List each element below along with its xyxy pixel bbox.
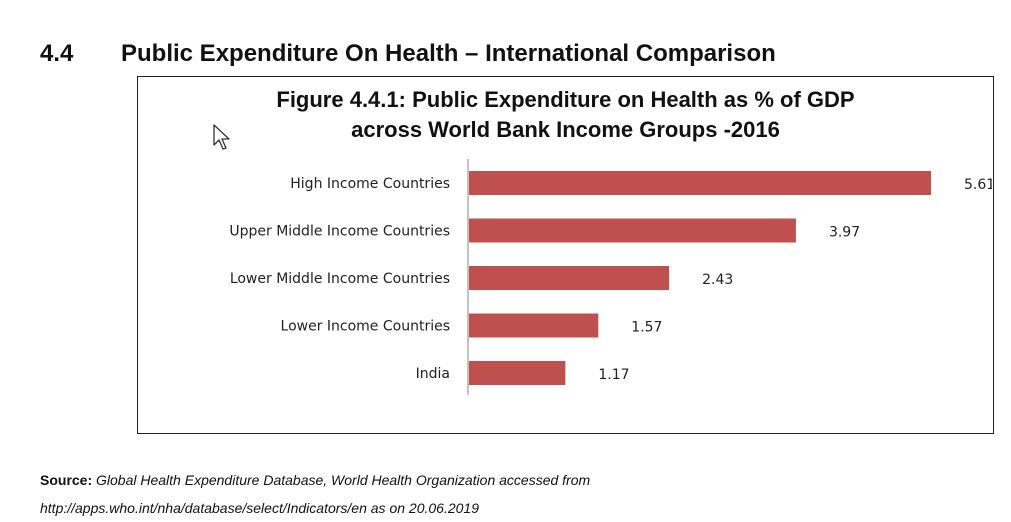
source-text-1: Global Health Expenditure Database, Worl…	[96, 472, 591, 488]
figure-title-line2: across World Bank Income Groups -2016	[351, 117, 780, 142]
bar	[469, 361, 566, 385]
source-line-1: Source: Global Health Expenditure Databa…	[40, 466, 590, 494]
figure-title-line1: Figure 4.4.1: Public Expenditure on Heal…	[276, 87, 855, 112]
category-label: Lower Income Countries	[281, 319, 450, 335]
bar	[469, 313, 599, 338]
bar-chart: High Income Countries 5.61 Upper Middle In…	[229, 159, 992, 395]
value-label: 5.61	[964, 177, 992, 193]
category-label: High Income Countries	[290, 176, 450, 192]
category-label: Lower Middle Income Countries	[230, 271, 450, 287]
source-text-2: http://apps.who.int/nha/database/select/…	[40, 500, 479, 516]
source-label: Source:	[40, 472, 93, 488]
source-note: Source: Global Health Expenditure Databa…	[40, 466, 590, 522]
mouse-pointer-icon	[213, 124, 230, 150]
bar	[469, 171, 931, 195]
bar	[469, 266, 670, 290]
category-label: Upper Middle Income Countries	[229, 224, 450, 240]
bar	[469, 218, 796, 243]
figure-box: Figure 4.4.1: Public Expenditure on Heal…	[137, 76, 994, 434]
value-label: 1.57	[631, 320, 662, 336]
section-title: Public Expenditure On Health – Internati…	[121, 40, 776, 67]
value-label: 3.97	[829, 225, 860, 241]
category-label: India	[416, 366, 450, 382]
value-label: 1.17	[598, 367, 629, 383]
section-number: 4.4	[40, 40, 74, 67]
value-label: 2.43	[702, 272, 733, 288]
